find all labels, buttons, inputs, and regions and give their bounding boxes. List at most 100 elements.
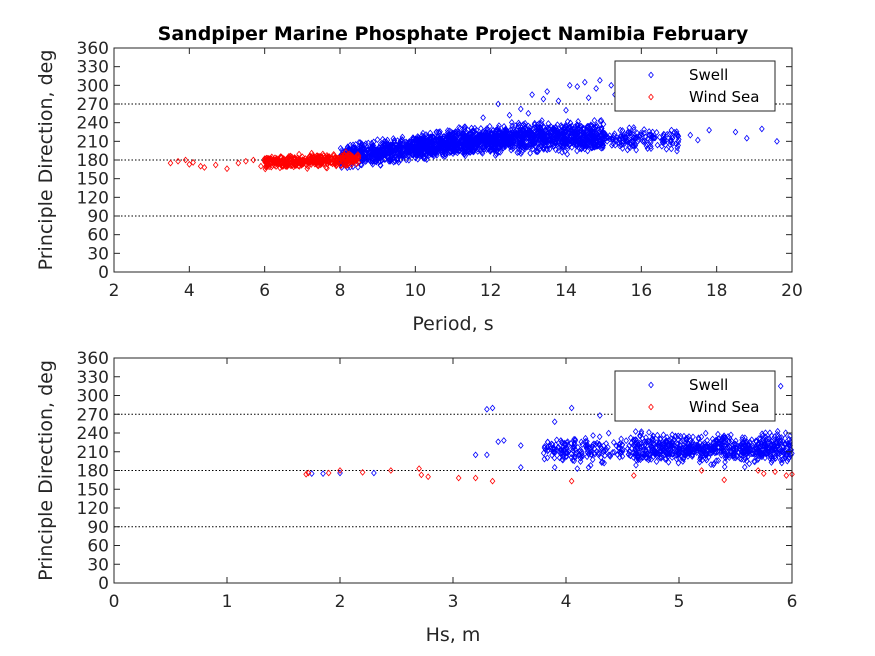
swell-point	[462, 148, 469, 155]
swell-point	[723, 453, 730, 461]
swell-point	[563, 449, 569, 457]
swell-point	[673, 451, 680, 459]
swell-point	[558, 447, 565, 455]
swell-point	[541, 442, 548, 450]
swell-point	[673, 140, 679, 148]
swell-point	[763, 442, 770, 450]
wind-sea-point	[772, 468, 778, 476]
swell-point	[571, 128, 577, 136]
wind-sea-point	[630, 472, 637, 479]
swell-point	[605, 443, 611, 451]
swell-point	[399, 133, 406, 141]
swell-point	[405, 151, 412, 159]
swell-point	[564, 150, 571, 158]
swell-point	[391, 157, 398, 165]
swell-point	[546, 145, 553, 153]
swell-point	[743, 457, 750, 465]
swell-point	[478, 134, 485, 142]
wind-sea-point	[266, 155, 273, 163]
swell-point	[597, 76, 603, 84]
swell-point	[593, 85, 599, 92]
swell-point	[570, 443, 577, 451]
swell-point	[582, 437, 589, 445]
wind-sea-point	[472, 474, 479, 482]
swell-point	[572, 123, 579, 131]
swell-point	[675, 141, 681, 149]
swell-point	[782, 434, 788, 442]
swell-point	[591, 445, 598, 453]
swell-point	[464, 126, 471, 134]
swell-point	[428, 139, 434, 146]
swell-point	[720, 447, 726, 455]
swell-point	[419, 142, 426, 150]
swell-point	[723, 438, 729, 446]
y-tick-label: 30	[87, 244, 109, 264]
swell-point	[732, 128, 739, 136]
swell-point	[381, 137, 388, 145]
swell-point	[490, 140, 497, 148]
swell-point	[375, 151, 382, 159]
swell-point	[525, 109, 532, 117]
swell-point	[702, 429, 709, 437]
swell-point	[517, 442, 524, 449]
swell-point	[495, 128, 501, 136]
swell-point	[599, 458, 606, 466]
wind-sea-point	[303, 157, 309, 165]
swell-point	[597, 443, 604, 451]
swell-point	[577, 122, 584, 130]
wind-sea-point	[288, 162, 295, 170]
axes-1: 2 4 6 8 10 12 14 16 18 20 030609012015018021024027…	[35, 39, 803, 335]
y-tick-label: 180	[77, 151, 109, 171]
swell-point	[527, 149, 533, 157]
y-axis-label: Principle Direction, deg	[35, 360, 57, 581]
swell-point	[551, 448, 558, 456]
swell-point	[712, 444, 719, 452]
swell-point	[542, 137, 548, 145]
swell-point	[708, 461, 714, 469]
swell-point	[714, 439, 721, 447]
wind-sea-point	[755, 467, 761, 474]
swell-point	[597, 412, 603, 419]
wind-sea-point	[783, 472, 790, 479]
swell-point	[529, 135, 535, 143]
swell-point	[595, 129, 602, 137]
swell-point	[759, 125, 765, 133]
y-tick-label: 60	[87, 226, 109, 246]
y-tick-label: 210	[77, 443, 109, 463]
swell-point	[463, 129, 470, 137]
swell-point	[654, 431, 661, 439]
swell-point	[501, 137, 507, 145]
swell-point	[687, 131, 694, 139]
swell-point	[619, 452, 626, 460]
swell-point	[684, 450, 691, 458]
swell-point	[495, 438, 502, 446]
swell-point	[721, 432, 727, 440]
swell-point	[673, 439, 680, 447]
wind-sea-point	[333, 162, 340, 170]
wind-sea-point	[489, 477, 496, 485]
swell-point	[517, 138, 524, 146]
swell-point	[781, 447, 788, 454]
swell-point	[637, 131, 643, 139]
swell-point	[626, 442, 633, 450]
swell-point	[564, 145, 571, 153]
swell-point	[519, 122, 526, 130]
swell-point	[631, 437, 638, 445]
swell-point	[668, 441, 675, 449]
swell-point	[422, 150, 429, 158]
swell-point	[602, 129, 608, 137]
swell-point	[675, 444, 682, 452]
swell-point	[594, 439, 600, 447]
legend-swell-marker	[648, 381, 654, 389]
x-tick-label: 0	[109, 592, 120, 612]
swell-point	[637, 432, 643, 440]
x-tick-label: 5	[674, 592, 685, 612]
swell-point	[403, 156, 409, 164]
swell-point	[537, 134, 543, 142]
swell-point	[444, 138, 451, 146]
wind-sea-point	[332, 159, 339, 167]
swell-point	[397, 156, 404, 164]
x-tick-label: 6	[787, 592, 798, 612]
swell-point	[600, 447, 607, 454]
swell-point	[607, 453, 614, 460]
